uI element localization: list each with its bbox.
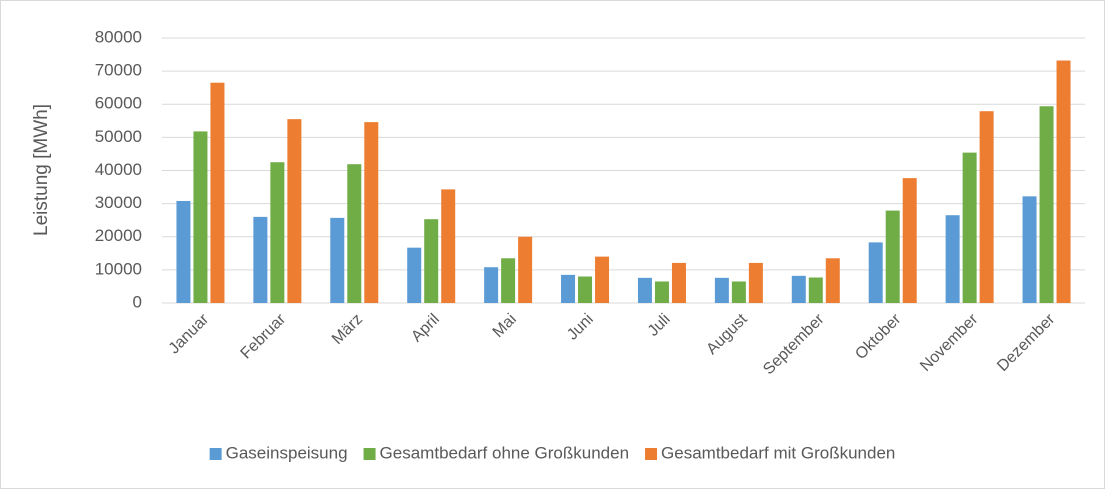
bar: [979, 111, 994, 303]
bar: [791, 275, 806, 303]
bar: [825, 258, 840, 303]
y-tick-label: 60000: [95, 94, 142, 113]
bar: [595, 256, 610, 303]
bar: [424, 219, 439, 303]
y-tick-label: 0: [133, 292, 142, 311]
bar: [1039, 106, 1054, 303]
y-tick-label: 50000: [95, 127, 142, 146]
bar: [885, 210, 900, 303]
bar: [637, 277, 652, 303]
bar: [407, 247, 422, 303]
bar: [501, 258, 516, 303]
bar: [578, 276, 593, 303]
legend-label: Gaseinspeisung: [226, 443, 348, 462]
bar: [176, 200, 191, 303]
bar: [1056, 60, 1071, 304]
y-tick-label: 70000: [95, 61, 142, 80]
y-tick-label: 20000: [95, 226, 142, 245]
bar: [518, 236, 533, 303]
bar: [441, 189, 456, 303]
bar: [1022, 196, 1037, 303]
bar: [270, 162, 285, 303]
y-tick-label: 10000: [95, 259, 142, 278]
bar: [714, 277, 729, 303]
bar: [654, 281, 669, 303]
y-tick-label: 80000: [95, 27, 142, 46]
bar: [330, 217, 345, 303]
legend-swatch: [645, 448, 658, 460]
bar: [945, 215, 960, 303]
bar: [364, 122, 379, 303]
bar: [731, 281, 746, 303]
y-tick-label: 30000: [95, 193, 142, 212]
bar: [193, 131, 208, 303]
bar: [287, 119, 302, 303]
bar: [671, 262, 686, 303]
bar: [808, 277, 823, 303]
legend-label: Gesamtbedarf mit Großkunden: [661, 443, 895, 462]
bar: [561, 274, 576, 303]
bar: [484, 267, 499, 303]
bar: [748, 262, 763, 303]
y-axis-label: Leistung [MWh]: [31, 104, 52, 236]
y-tick-label: 40000: [95, 160, 142, 179]
bar: [868, 242, 883, 303]
bar: [902, 178, 917, 303]
bar: [210, 82, 225, 303]
legend-swatch: [209, 448, 222, 460]
bar: [253, 216, 268, 303]
bar: [962, 152, 977, 303]
legend-swatch: [363, 448, 376, 460]
legend-label: Gesamtbedarf ohne Großkunden: [380, 443, 629, 462]
bar: [347, 164, 362, 303]
